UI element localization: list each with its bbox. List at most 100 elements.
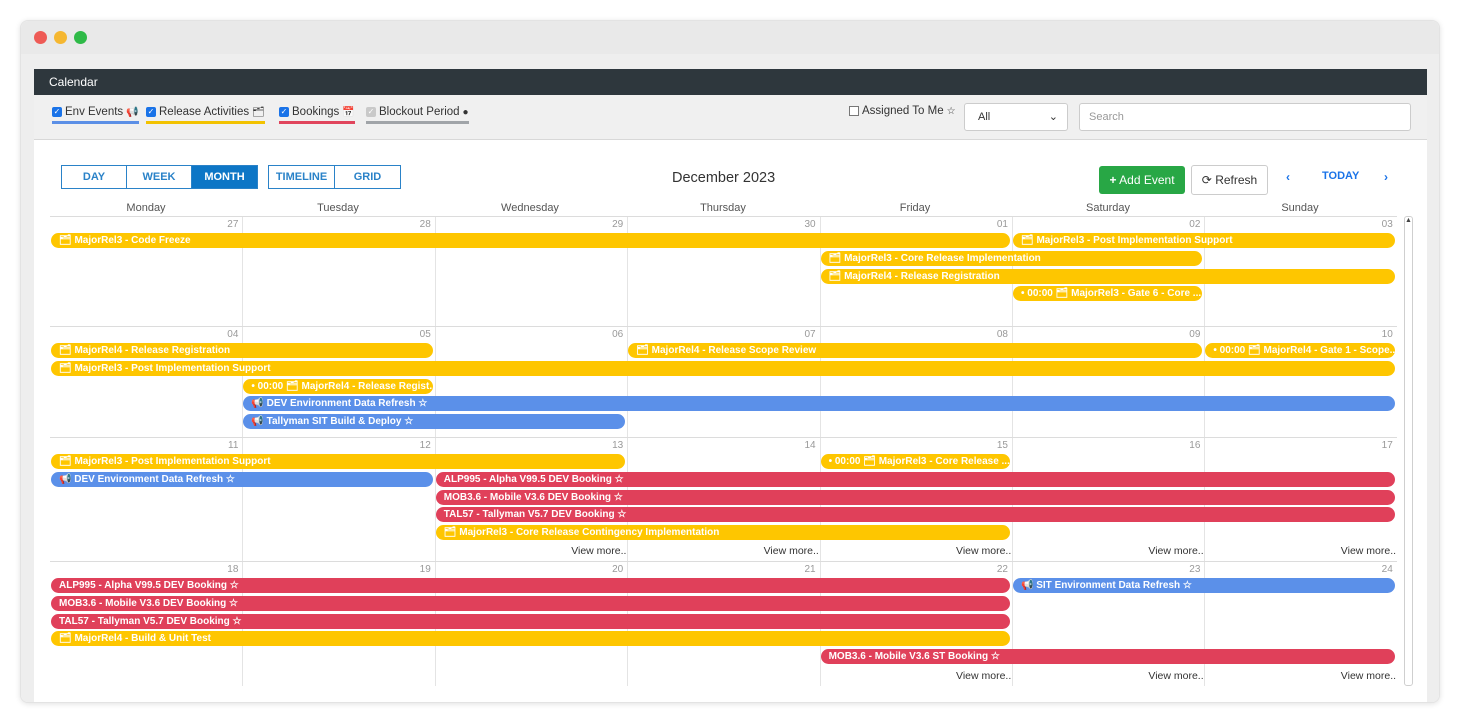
calendar-event[interactable]: ALP995 - Alpha V99.5 DEV Booking ☆	[51, 578, 1010, 593]
day-cell[interactable]: 27	[50, 217, 242, 326]
day-cell[interactable]: 28	[242, 217, 434, 326]
day-cell[interactable]: 04	[50, 327, 242, 437]
day-number[interactable]: 21	[804, 564, 816, 575]
filter-env-events[interactable]: ✓ Env Events 📢	[52, 106, 139, 124]
add-event-button[interactable]: + Add Event	[1099, 166, 1185, 194]
view-more-link[interactable]: View more..	[1148, 670, 1204, 682]
view-more-link[interactable]: View more..	[1340, 545, 1397, 557]
filter-release-activities[interactable]: ✓ Release Activities 🗂	[146, 106, 265, 124]
calendar-event[interactable]: 🗂 MajorRel3 - Core Release Implementatio…	[820, 250, 1203, 266]
view-more-link[interactable]: View more..	[956, 545, 1012, 557]
view-grid-button[interactable]: GRID	[334, 165, 401, 189]
calendar-event[interactable]: MOB3.6 - Mobile V3.6 ST Booking ☆	[820, 649, 1395, 665]
filter-blockout-period[interactable]: ✓ Blockout Period ●	[366, 106, 469, 124]
calendar-event[interactable]: 🗂 MajorRel3 - Code Freeze	[51, 233, 1010, 248]
calendar-event[interactable]: 🗂 MajorRel3 - Post Implementation Suppor…	[1013, 233, 1395, 248]
minimize-window-button[interactable]	[54, 31, 67, 44]
day-number[interactable]: 16	[1189, 440, 1201, 451]
view-day-button[interactable]: DAY	[61, 165, 127, 189]
day-number[interactable]: 08	[996, 329, 1008, 340]
refresh-button[interactable]: ⟳ Refresh	[1191, 165, 1268, 195]
day-number[interactable]: 03	[1381, 219, 1393, 230]
view-month-button[interactable]: MONTH	[191, 165, 258, 189]
calendar-event[interactable]: 🗂 MajorRel4 - Release Registration	[820, 268, 1395, 284]
day-number[interactable]: 04	[227, 329, 239, 340]
day-cell[interactable]: 01	[819, 217, 1012, 326]
day-cell[interactable]: 23	[1012, 562, 1204, 686]
checkbox-checked-icon[interactable]: ✓	[146, 107, 156, 117]
day-number[interactable]: 27	[227, 219, 239, 230]
calendar-event[interactable]: TAL57 - Tallyman V5.7 DEV Booking ☆	[435, 507, 1395, 523]
view-more-link[interactable]: View more..	[571, 545, 627, 557]
calendar-event[interactable]: 🗂 MajorRel4 - Release Registration	[51, 343, 433, 358]
scroll-up-icon[interactable]: ▲	[1405, 217, 1412, 224]
calendar-event[interactable]: 🗂 MajorRel4 - Build & Unit Test	[51, 631, 1010, 647]
view-more-link[interactable]: View more..	[763, 545, 819, 557]
close-window-button[interactable]	[34, 31, 47, 44]
view-more-link[interactable]: View more..	[956, 670, 1012, 682]
day-cell[interactable]: 13	[434, 438, 627, 561]
day-cell[interactable]: 07	[627, 327, 819, 437]
day-cell[interactable]: 09	[1012, 327, 1204, 437]
day-number[interactable]: 17	[1381, 440, 1393, 451]
calendar-event[interactable]: • 00:00 🗂 MajorRel3 - Core Release ...	[820, 454, 1010, 469]
day-cell[interactable]: 24	[1204, 562, 1396, 686]
filter-select[interactable]: All ⌄	[964, 103, 1068, 131]
view-week-button[interactable]: WEEK	[126, 165, 192, 189]
prev-month-button[interactable]: ‹	[1286, 170, 1290, 184]
today-button[interactable]: TODAY	[1322, 170, 1360, 182]
day-number[interactable]: 12	[419, 440, 431, 451]
day-cell[interactable]: 11	[50, 438, 242, 561]
checkbox-checked-icon[interactable]: ✓	[279, 107, 289, 117]
day-number[interactable]: 10	[1381, 329, 1393, 340]
day-number[interactable]: 23	[1189, 564, 1201, 575]
view-timeline-button[interactable]: TIMELINE	[268, 165, 335, 189]
filter-bookings[interactable]: ✓ Bookings 📅	[279, 106, 355, 124]
calendar-scrollbar[interactable]: ▲	[1404, 216, 1413, 686]
day-number[interactable]: 15	[996, 440, 1008, 451]
search-input[interactable]: Search	[1079, 103, 1411, 131]
calendar-event[interactable]: 🗂 MajorRel3 - Post Implementation Suppor…	[51, 360, 1395, 376]
assigned-to-me-filter[interactable]: Assigned To Me ☆	[849, 105, 956, 117]
day-cell[interactable]: 12	[242, 438, 434, 561]
day-number[interactable]: 24	[1381, 564, 1393, 575]
calendar-event[interactable]: 📢 DEV Environment Data Refresh ☆	[243, 396, 1395, 412]
day-number[interactable]: 09	[1189, 329, 1201, 340]
next-month-button[interactable]: ›	[1384, 170, 1388, 184]
checkbox-checked-icon[interactable]: ✓	[366, 107, 376, 117]
calendar-event[interactable]: MOB3.6 - Mobile V3.6 DEV Booking ☆	[51, 595, 1010, 611]
day-number[interactable]: 22	[996, 564, 1008, 575]
day-cell[interactable]: 18	[50, 562, 242, 686]
calendar-event[interactable]: 📢 SIT Environment Data Refresh ☆	[1013, 578, 1395, 593]
maximize-window-button[interactable]	[74, 31, 87, 44]
day-number[interactable]: 18	[227, 564, 239, 575]
day-number[interactable]: 14	[804, 440, 816, 451]
day-number[interactable]: 06	[612, 329, 624, 340]
calendar-event[interactable]: 📢 Tallyman SIT Build & Deploy ☆	[243, 414, 626, 430]
day-number[interactable]: 02	[1189, 219, 1201, 230]
calendar-event[interactable]: 🗂 MajorRel4 - Release Scope Review	[628, 343, 1203, 358]
calendar-event[interactable]: • 00:00 🗂 MajorRel4 - Gate 1 - Scope...	[1205, 343, 1395, 358]
day-number[interactable]: 28	[419, 219, 431, 230]
day-cell[interactable]: 10	[1204, 327, 1396, 437]
day-number[interactable]: 07	[804, 329, 816, 340]
day-cell[interactable]: 29	[434, 217, 627, 326]
checkbox-checked-icon[interactable]: ✓	[52, 107, 62, 117]
day-number[interactable]: 29	[612, 219, 624, 230]
calendar-event[interactable]: ALP995 - Alpha V99.5 DEV Booking ☆	[435, 471, 1395, 487]
calendar-event[interactable]: 📢 DEV Environment Data Refresh ☆	[51, 471, 433, 487]
day-cell[interactable]: 06	[434, 327, 627, 437]
day-number[interactable]: 30	[804, 219, 816, 230]
day-number[interactable]: 19	[419, 564, 431, 575]
day-number[interactable]: 01	[996, 219, 1008, 230]
assigned-checkbox[interactable]	[849, 106, 859, 116]
day-cell[interactable]: 05	[242, 327, 434, 437]
day-number[interactable]: 05	[419, 329, 431, 340]
day-cell[interactable]: 08	[819, 327, 1012, 437]
calendar-event[interactable]: TAL57 - Tallyman V5.7 DEV Booking ☆	[51, 613, 1010, 629]
view-more-link[interactable]: View more..	[1340, 670, 1397, 682]
day-number[interactable]: 13	[612, 440, 624, 451]
view-more-link[interactable]: View more..	[1148, 545, 1204, 557]
calendar-event[interactable]: • 00:00 🗂 MajorRel4 - Release Regist...	[243, 378, 433, 394]
day-number[interactable]: 20	[612, 564, 624, 575]
